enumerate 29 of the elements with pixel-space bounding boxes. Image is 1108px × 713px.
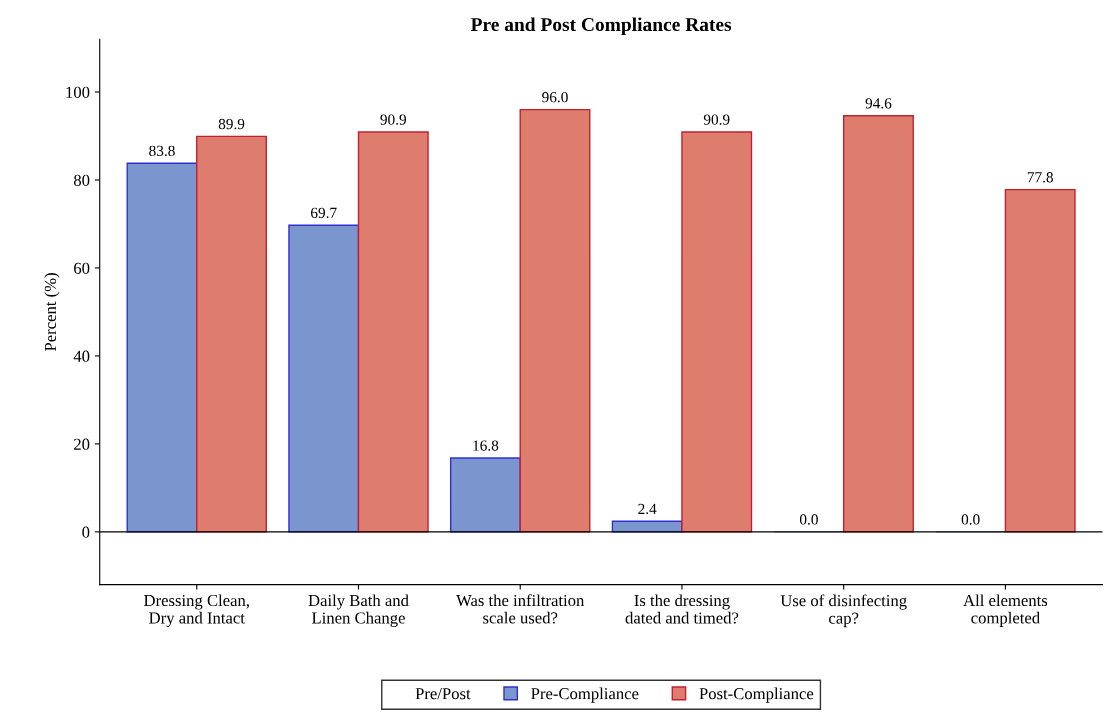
data-label: 89.9: [218, 118, 245, 130]
x-tick-label: Daily Bath and Linen Change: [308, 594, 409, 628]
data-label: 90.9: [703, 114, 730, 125]
x-tick-label: Dressing Clean, Dry and Intact: [144, 594, 249, 628]
y-tick-label: 80: [73, 174, 90, 186]
data-label: 2.4: [638, 503, 657, 515]
x-tick-label: Use of disinfecting cap?: [780, 594, 907, 628]
data-label: 96.0: [542, 92, 568, 103]
data-label: 77.8: [1027, 172, 1053, 183]
y-tick-label: 100: [66, 86, 90, 98]
data-label: 16.8: [473, 440, 499, 451]
y-tick-label: 40: [73, 350, 90, 362]
chart-title: Pre and Post Compliance Rates: [470, 17, 732, 36]
y-tick-label: 20: [74, 438, 90, 450]
data-label: 0.0: [799, 514, 818, 525]
y-axis-title: Percent (%): [44, 273, 60, 352]
x-tick-label: Is the dressing dated and timed?: [625, 594, 739, 624]
data-label: 94.6: [865, 98, 892, 109]
data-label: 0.0: [961, 514, 980, 525]
y-tick-label: 0: [82, 526, 90, 538]
legend-label: Post-Compliance: [699, 687, 814, 703]
data-label: 69.7: [311, 207, 337, 219]
x-tick-label: All elements completed: [963, 594, 1048, 627]
data-label: 83.8: [149, 145, 175, 157]
x-tick-label: Was the infiltration scale used?: [456, 594, 585, 624]
legend-title: Pre/Post: [415, 688, 471, 700]
legend-label: Pre-Compliance: [531, 687, 639, 703]
y-tick-label: 60: [74, 262, 90, 274]
data-label: 90.9: [380, 114, 407, 125]
